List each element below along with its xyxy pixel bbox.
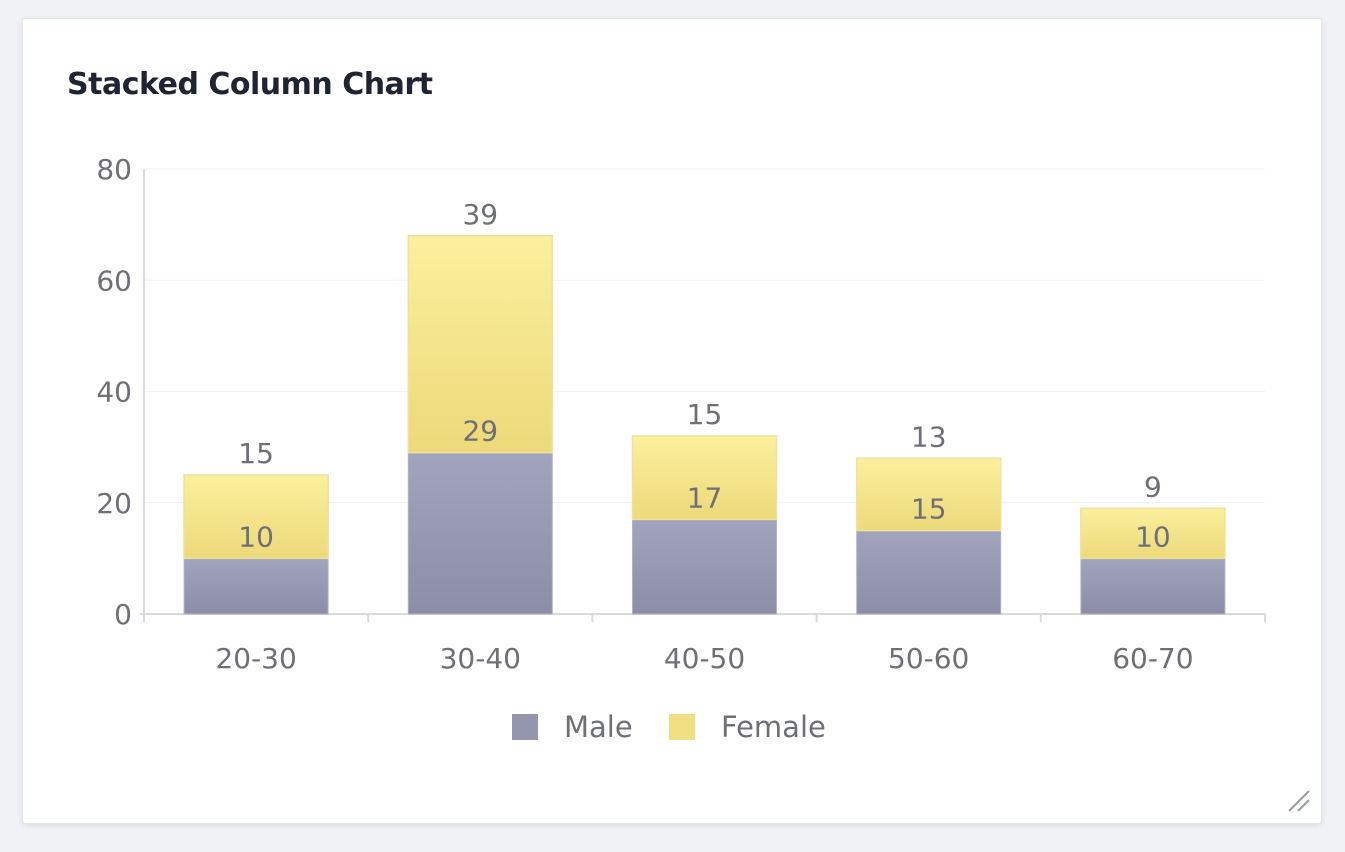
bars [183, 235, 1226, 615]
data-labels: 10 15 29 39 17 15 15 13 10 9 [238, 198, 1170, 554]
x-tick-label: 50-60 [888, 642, 969, 675]
legend: Male Female [512, 710, 826, 744]
bar-female[interactable] [407, 235, 554, 454]
gridlines [144, 168, 1265, 504]
legend-label: Female [721, 710, 826, 744]
bar-female[interactable] [1080, 507, 1226, 560]
data-label-female: 13 [911, 420, 947, 453]
bar-male[interactable] [632, 518, 777, 615]
bar-male[interactable] [1080, 557, 1226, 615]
x-tick-label: 20-30 [215, 642, 296, 675]
chart-card: Stacked Column Chart 0 20 40 60 80 20-30 30-40… [22, 18, 1322, 824]
bar-female[interactable] [855, 457, 1002, 532]
data-label-male: 17 [687, 481, 723, 514]
data-label-female: 15 [238, 437, 274, 470]
x-tick-label: 30-40 [440, 642, 521, 675]
x-tick-label: 40-50 [664, 642, 745, 675]
legend-item-male[interactable]: Male [512, 710, 633, 744]
data-label-female: 9 [1144, 470, 1162, 503]
y-tick-label: 20 [96, 487, 132, 520]
data-label-female: 39 [462, 198, 498, 231]
data-label-male: 15 [911, 493, 947, 526]
bar-female[interactable] [183, 474, 329, 560]
bar-male[interactable] [407, 452, 553, 615]
chart-title: Stacked Column Chart [67, 67, 433, 102]
y-tick-label: 40 [96, 376, 132, 409]
bar-male[interactable] [856, 530, 1002, 615]
x-tick-label: 60-70 [1112, 642, 1193, 675]
stacked-column-chart: 0 20 40 60 80 20-30 30-40 40-50 50-60 60-70 10 15 2… [96, 153, 1266, 744]
y-tick-label: 60 [96, 264, 132, 297]
legend-swatch [669, 714, 695, 740]
data-label-male: 10 [1135, 520, 1171, 553]
data-label-female: 15 [687, 398, 723, 431]
data-label-male: 29 [462, 415, 498, 448]
resize-grip-icon[interactable] [1285, 787, 1311, 813]
legend-label: Male [564, 710, 633, 744]
legend-swatch [512, 714, 538, 740]
legend-item-female[interactable]: Female [669, 710, 826, 744]
data-label-male: 10 [238, 520, 274, 553]
y-tick-label: 0 [114, 598, 132, 631]
y-tick-label: 80 [96, 153, 132, 186]
bar-female[interactable] [631, 435, 778, 521]
bar-male[interactable] [183, 557, 329, 615]
